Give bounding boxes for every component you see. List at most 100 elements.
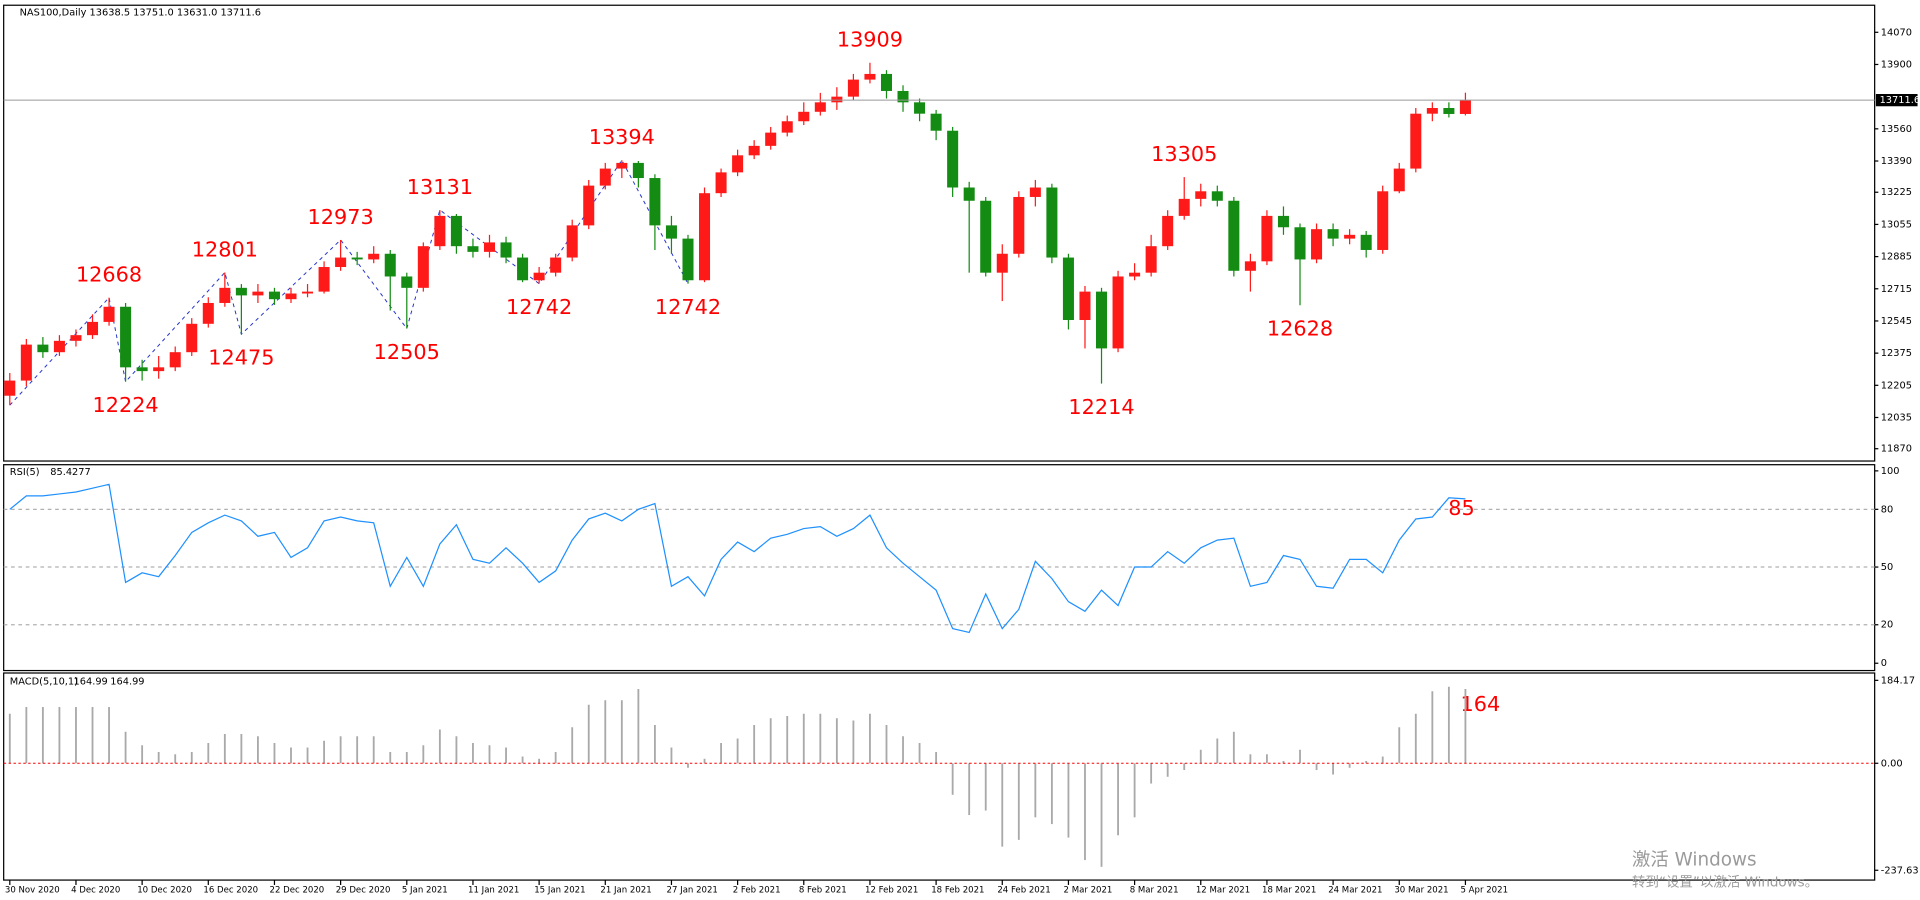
- candle-body: [20, 344, 32, 381]
- candle-body: [765, 132, 777, 146]
- x-tick-label: 24 Feb 2021: [997, 885, 1050, 895]
- candle-body: [483, 242, 496, 252]
- price-annotation: 13394: [589, 125, 655, 149]
- candle-body: [583, 185, 595, 226]
- candle-body: [37, 344, 49, 353]
- candle-body: [1261, 215, 1273, 262]
- candle-body: [930, 113, 942, 131]
- x-tick-label: 5 Jan 2021: [402, 885, 448, 895]
- candle-body: [1294, 227, 1306, 260]
- y-tick-label: 13560: [1881, 124, 1912, 135]
- candle-body: [467, 246, 479, 252]
- candle-body: [1013, 196, 1025, 254]
- candle-body: [947, 130, 959, 188]
- candle-body: [1162, 215, 1174, 247]
- candle-body: [186, 323, 198, 353]
- y-tick-label: 80: [1881, 504, 1893, 515]
- candle-body: [1096, 291, 1108, 349]
- candle-body: [351, 257, 363, 260]
- y-tick-label: 12205: [1881, 380, 1912, 391]
- candle-body: [1195, 191, 1207, 199]
- macd-pane: [3, 672, 1876, 881]
- candle-body: [4, 380, 16, 396]
- candle-body: [980, 200, 992, 273]
- rsi-value: 85.4277: [50, 467, 91, 478]
- candle-body: [1311, 229, 1323, 260]
- y-tick-label: 100: [1881, 466, 1900, 477]
- current-price-label: 13711.6: [1880, 95, 1920, 106]
- candle-body: [533, 272, 545, 281]
- candle-body: [1178, 198, 1190, 216]
- y-tick-label: 12545: [1881, 316, 1912, 327]
- y-tick-label: 13055: [1881, 219, 1912, 230]
- x-tick-label: 8 Mar 2021: [1130, 885, 1179, 895]
- price-annotation: 12505: [374, 340, 440, 364]
- candle-body: [1029, 187, 1041, 197]
- y-tick-label: 12885: [1881, 252, 1912, 263]
- y-tick-label: 0.00: [1881, 758, 1903, 769]
- candle-body: [335, 257, 347, 268]
- candle-body: [268, 291, 280, 300]
- price-annotation: 12628: [1267, 317, 1333, 341]
- candle-body: [831, 96, 843, 103]
- y-tick-label: 12375: [1881, 348, 1912, 359]
- candle-body: [1228, 200, 1240, 271]
- rsi-annotation: 85: [1448, 496, 1474, 520]
- x-tick-label: 4 Dec 2020: [71, 885, 120, 895]
- y-tick-label: -237.63: [1881, 865, 1919, 876]
- price-annotation: 12801: [192, 237, 258, 261]
- candle-body: [996, 253, 1008, 273]
- candle-body: [1327, 229, 1339, 239]
- candle-body: [285, 293, 297, 300]
- x-tick-label: 15 Jan 2021: [534, 885, 585, 895]
- candle-body: [1046, 187, 1058, 258]
- candle-body: [318, 267, 330, 292]
- candle-body: [880, 73, 892, 91]
- candle-body: [219, 287, 231, 303]
- candle-body: [682, 238, 694, 281]
- x-tick-label: 24 Mar 2021: [1328, 885, 1382, 895]
- candle-body: [120, 306, 132, 368]
- candle-body: [368, 253, 380, 260]
- candle-body: [632, 162, 644, 179]
- chart-title: NAS100,Daily 13638.5 13751.0 13631.0 137…: [20, 8, 261, 19]
- candle-body: [1145, 246, 1157, 273]
- price-annotation: 12224: [92, 393, 158, 417]
- candle-body: [748, 145, 760, 156]
- watermark-sub: 转到“设置”以激活 Windows。: [1632, 875, 1818, 891]
- x-tick-label: 12 Feb 2021: [865, 885, 918, 895]
- x-tick-label: 11 Jan 2021: [468, 885, 519, 895]
- price-pane: [3, 4, 1876, 462]
- candle-body: [616, 162, 628, 169]
- candle-body: [781, 121, 793, 133]
- candle-body: [1360, 234, 1372, 250]
- candle-body: [699, 193, 711, 281]
- candle-body: [963, 187, 975, 201]
- candle-body: [401, 276, 413, 288]
- price-annotation: 12475: [208, 346, 274, 370]
- price-annotation: 12668: [76, 263, 142, 287]
- candle-body: [814, 102, 826, 112]
- y-tick-label: 13390: [1881, 156, 1912, 167]
- macd-annotation: 164: [1461, 692, 1501, 716]
- candle-body: [169, 352, 181, 368]
- x-tick-label: 29 Dec 2020: [336, 885, 391, 895]
- y-tick-label: 13225: [1881, 187, 1912, 198]
- y-tick-label: 0: [1881, 658, 1887, 669]
- price-annotation: 12742: [506, 295, 572, 319]
- candle-body: [136, 367, 148, 372]
- price-annotation: 13131: [407, 175, 473, 199]
- candle-body: [599, 168, 611, 186]
- candle-body: [715, 172, 727, 194]
- candle-body: [798, 111, 810, 122]
- y-tick-label: 13900: [1881, 59, 1912, 70]
- candle-body: [53, 340, 65, 353]
- y-tick-label: 12715: [1881, 284, 1912, 295]
- candle-body: [1277, 215, 1289, 228]
- candle-body: [897, 90, 909, 103]
- candle-body: [1393, 168, 1405, 192]
- y-tick-label: 12035: [1881, 412, 1912, 423]
- y-tick-label: 14070: [1881, 27, 1912, 38]
- candle-body: [914, 102, 926, 114]
- candle-body: [1211, 191, 1223, 201]
